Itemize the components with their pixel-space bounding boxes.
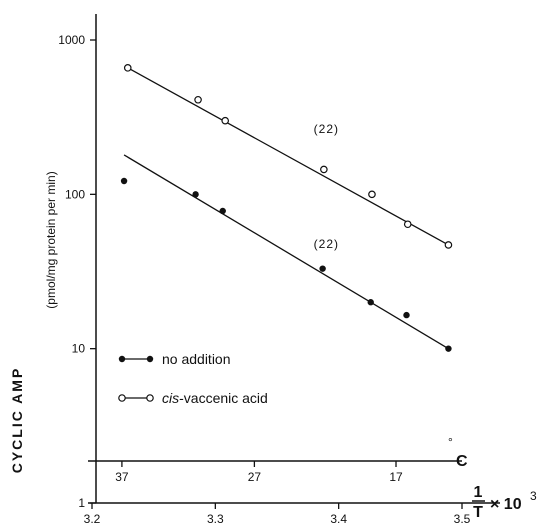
point-series-0-6	[445, 345, 452, 352]
legend-label-cis: cis	[162, 390, 179, 406]
fit-line-series-1	[127, 67, 449, 246]
legend: no addition cis-vaccenic acid	[118, 351, 268, 406]
y-axis-label-units: (pmol/mg protein per min)	[44, 171, 58, 308]
legend-label-no-addition: no addition	[162, 351, 231, 367]
x-tick-label-1: 3.3	[207, 512, 224, 526]
temperature-unit-label: C	[456, 453, 468, 470]
x-label-numerator: 1	[474, 484, 483, 501]
y-axis-units: (pmol/mg protein per min)	[44, 171, 58, 308]
point-series-1-6	[444, 241, 453, 249]
temperature-degree-symbol: °	[448, 435, 453, 449]
point-series-0-5	[403, 311, 410, 319]
legend-marker-open	[118, 394, 126, 402]
legend-item-no-addition: no addition	[118, 351, 231, 367]
temperature-tick-label-0: 37	[115, 470, 129, 484]
y-ticks: 1 10 100 1000	[58, 33, 96, 510]
temperature-ticks: 37 27 17	[115, 461, 403, 484]
point-series-0-2	[219, 207, 226, 215]
x-tick-label-2: 3.4	[330, 512, 347, 526]
temperature-tick-label-1: 27	[248, 470, 262, 484]
legend-label-vaccenic: -vaccenic acid	[179, 390, 268, 406]
y-tick-label-3: 1000	[58, 33, 85, 47]
data-points	[120, 64, 453, 352]
point-series-1-3	[320, 165, 328, 174]
y-axis-label: CYCLIC AMP	[9, 367, 25, 474]
fit-lines	[123, 67, 449, 350]
x-ticks: 3.2 3.3 3.4 3.5	[84, 503, 471, 526]
x-label-denominator: T	[473, 504, 483, 521]
y-tick-label-0: 1	[78, 496, 85, 510]
legend-marker-filled	[118, 355, 126, 363]
y-tick-label-1: 10	[72, 342, 86, 356]
x-axis-label: 1 T × 10 3	[472, 484, 537, 521]
x-tick-label-3: 3.5	[454, 512, 471, 526]
x-tick-label-0: 3.2	[84, 512, 101, 526]
point-series-0-0	[120, 177, 128, 185]
legend-item-cis-vaccenic: cis-vaccenic acid	[118, 390, 268, 406]
x-label-multiplier: × 10	[490, 496, 522, 513]
point-series-0-1	[192, 191, 199, 198]
annotations: (22) (22)	[314, 122, 339, 251]
legend-marker-filled-end	[146, 355, 154, 363]
legend-label-cis-vaccenic: cis-vaccenic acid	[162, 390, 268, 406]
point-series-0-4	[367, 299, 374, 306]
point-series-0-3	[319, 265, 326, 272]
temperature-tick-label-2: 17	[389, 470, 403, 484]
point-series-1-4	[368, 190, 376, 199]
y-tick-label-2: 100	[65, 187, 85, 201]
annotation-series-1: (22)	[314, 122, 339, 136]
point-series-1-2	[221, 116, 230, 125]
point-series-1-0	[123, 64, 132, 72]
legend-marker-open-end	[146, 394, 154, 402]
x-label-exponent: 3	[530, 489, 537, 503]
fit-line-series-0	[123, 154, 449, 350]
point-series-1-5	[403, 220, 412, 229]
annotation-series-0: (22)	[314, 237, 339, 251]
y-axis-label-main: CYCLIC AMP	[9, 367, 25, 474]
point-series-1-1	[194, 95, 202, 104]
